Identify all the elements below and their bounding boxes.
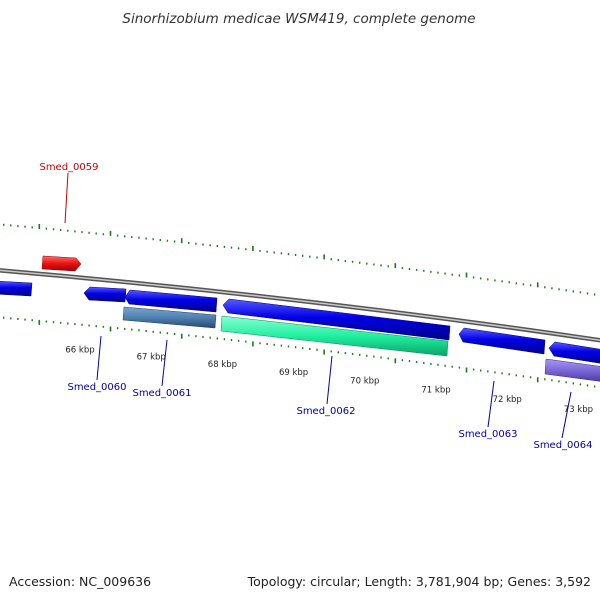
gene-smed-0063[interactable] [458, 327, 546, 355]
gene-smed-0064-lower[interactable] [544, 358, 600, 382]
kbp-label: 70 kbp [350, 377, 379, 387]
backbone-highlight-line [0, 269, 600, 342]
leader-line-smed-0063 [487, 380, 495, 428]
gene-label-smed-0060[interactable]: Smed_0060 [67, 382, 126, 393]
gene-smed-0064-upper[interactable] [548, 341, 600, 364]
gene-smed-0059[interactable] [41, 255, 82, 272]
forward-tick-marks [3, 223, 596, 296]
map-title: Sinorhizobium medicae WSM419, complete g… [122, 11, 475, 27]
kbp-label: 68 kbp [208, 360, 237, 370]
gene-smed-0062-upper[interactable] [222, 298, 451, 341]
gene-label-smed-0061[interactable]: Smed_0061 [132, 388, 191, 399]
kbp-label: 72 kbp [493, 395, 522, 405]
gene-label-smed-0063[interactable]: Smed_0063 [458, 429, 517, 440]
leader-line-smed-0062 [326, 355, 333, 405]
gene-label-smed-0062[interactable]: Smed_0062 [296, 406, 355, 417]
kbp-label: 69 kbp [279, 368, 308, 378]
reverse-tick-marks [3, 316, 596, 388]
leader-line-smed-0060 [96, 335, 102, 381]
gene-label-smed-0064[interactable]: Smed_0064 [533, 440, 592, 451]
gene-smed-0060[interactable] [83, 286, 127, 303]
gene-smed-0062-lower[interactable] [220, 315, 449, 357]
kbp-label: 66 kbp [65, 346, 94, 356]
gene-smed-0061-upper[interactable] [124, 289, 218, 313]
gene-label-smed-0059[interactable]: Smed_0059 [39, 162, 98, 173]
accession-text: Accession: NC_009636 [9, 574, 151, 589]
genome-summary-text: Topology: circular; Length: 3,781,904 bp… [247, 574, 591, 589]
kbp-label: 73 kbp [564, 405, 593, 415]
kbp-label: 71 kbp [421, 386, 450, 396]
gene-smed-0061-lower[interactable] [122, 306, 217, 329]
leader-line-smed-0061 [161, 339, 168, 387]
leader-line-smed-0059 [64, 172, 69, 224]
kbp-label: 67 kbp [137, 353, 166, 363]
leader-line-smed-0064 [561, 391, 572, 439]
gene-unlabeled-left[interactable] [0, 281, 33, 297]
